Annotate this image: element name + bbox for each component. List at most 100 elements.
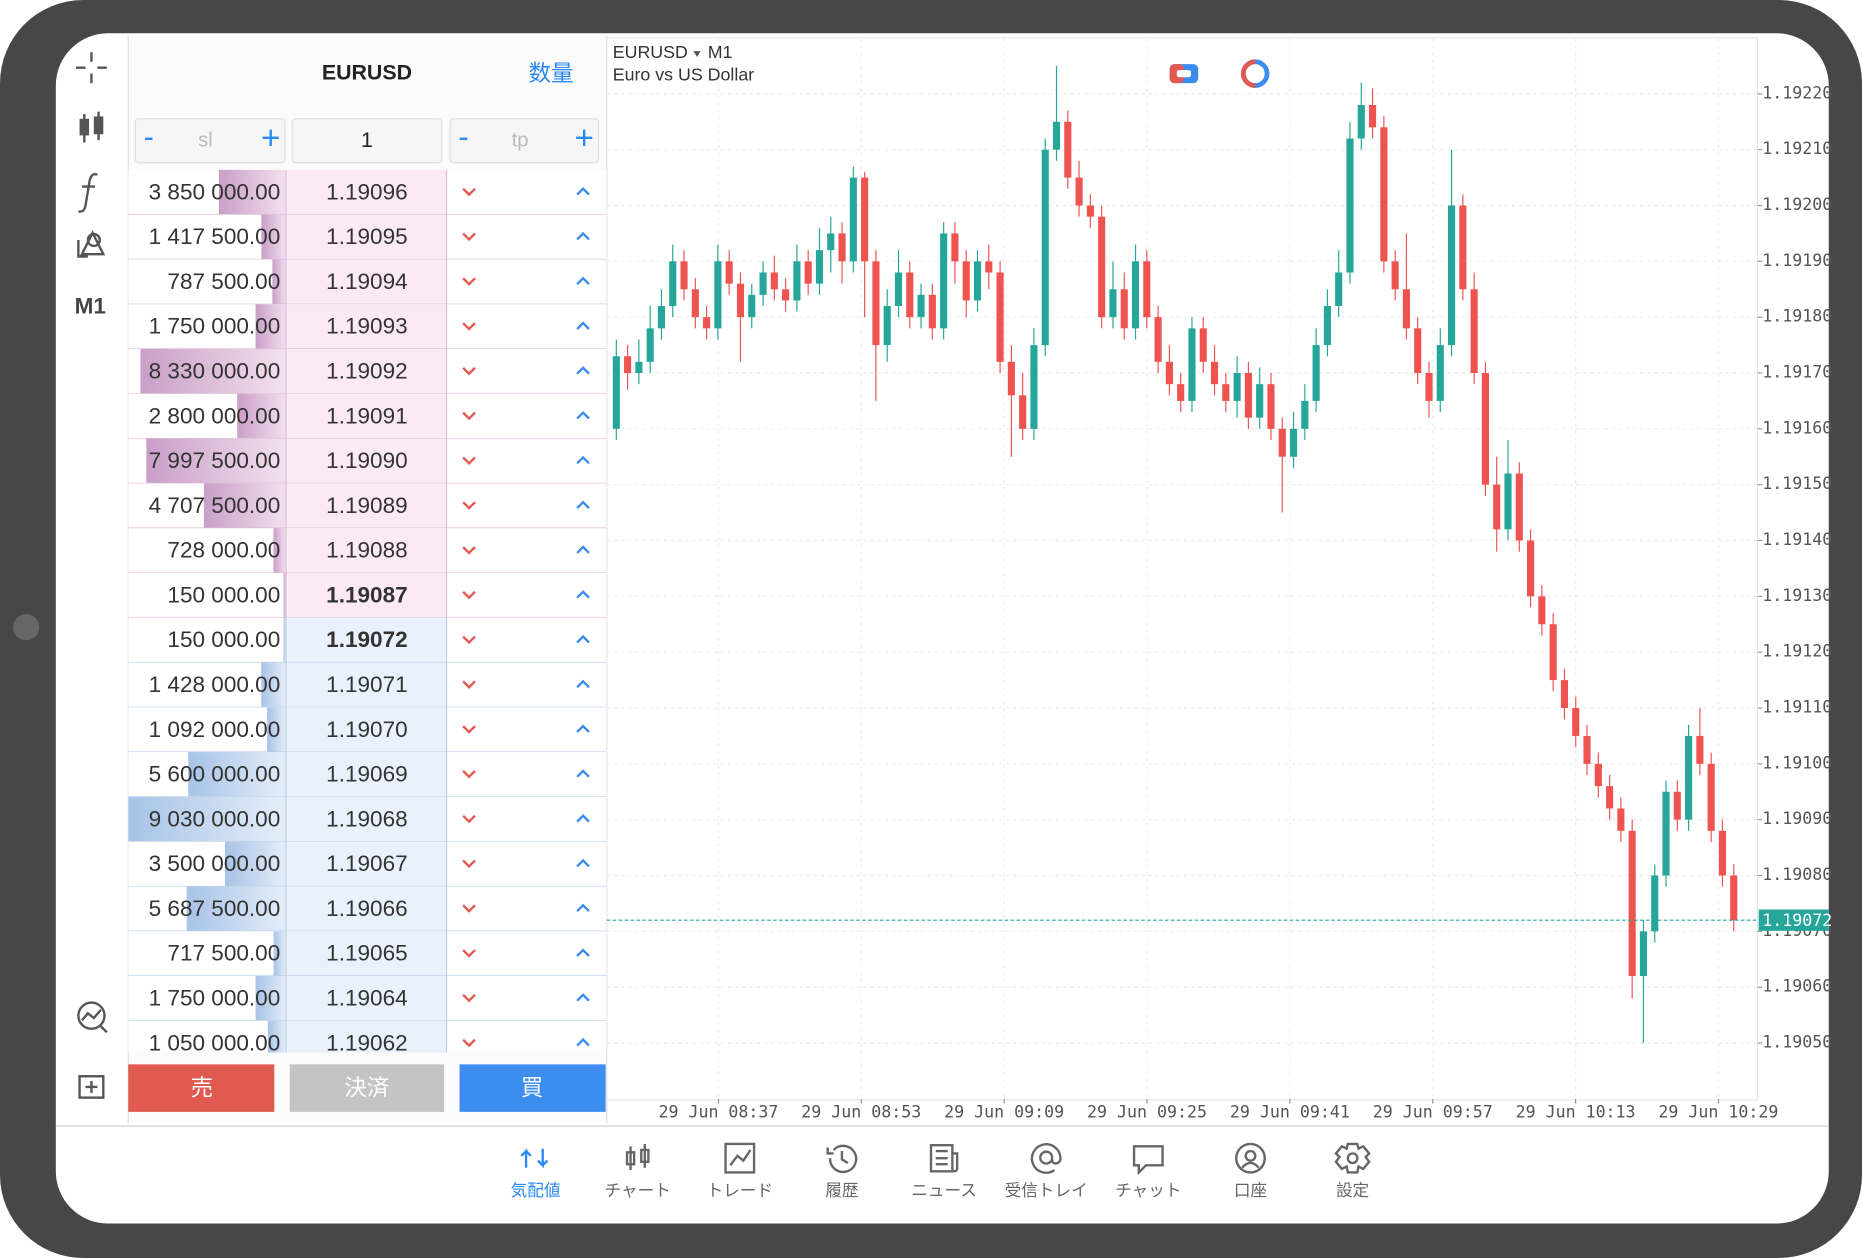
sell-limit-button[interactable] — [462, 680, 476, 689]
sell-limit-button[interactable] — [462, 949, 476, 958]
buy-limit-button[interactable] — [576, 321, 590, 330]
candle-body — [1560, 680, 1569, 708]
sell-limit-button[interactable] — [462, 411, 476, 421]
sell-limit-button[interactable] — [462, 859, 476, 869]
y-tick-label: 1.19140 — [1762, 530, 1832, 549]
buy-limit-button[interactable] — [576, 545, 590, 554]
candle-body — [838, 233, 846, 262]
objects-tool[interactable] — [77, 230, 106, 258]
trade-levels-toggle[interactable] — [1240, 59, 1270, 88]
tp-input[interactable]: - tp + — [449, 118, 600, 164]
buy-limit-button[interactable] — [576, 724, 590, 733]
tp-minus[interactable]: - — [458, 119, 468, 154]
indicators-tool[interactable] — [78, 173, 98, 213]
buy-limit-button[interactable] — [576, 590, 590, 599]
volume-bar — [261, 662, 287, 708]
tab[interactable] — [826, 1144, 858, 1174]
lot-input[interactable]: 1 — [291, 118, 443, 164]
sell-limit-button[interactable] — [462, 904, 476, 913]
buy-limit-button[interactable] — [576, 814, 590, 823]
buy-limit-button[interactable] — [576, 679, 590, 689]
sell-limit-button[interactable] — [462, 770, 476, 779]
buy-limit-button[interactable] — [576, 455, 590, 465]
tab[interactable] — [1030, 1143, 1062, 1174]
volume-link[interactable]: 数量 — [528, 61, 573, 86]
candle-body — [951, 233, 959, 262]
candle-body — [1052, 121, 1061, 150]
axis: 1.190501.190601.190701.190801.190901.191… — [606, 83, 1832, 1122]
volume-bar — [267, 1020, 287, 1053]
sell-limit-button[interactable] — [462, 993, 476, 1003]
sl-plus[interactable]: + — [261, 120, 280, 157]
sell-limit-button[interactable] — [462, 635, 476, 645]
indicator-window-tool[interactable] — [77, 1001, 108, 1034]
buy-limit-button[interactable] — [576, 410, 590, 420]
buy-limit-button[interactable] — [576, 366, 590, 375]
sell-limit-button[interactable] — [462, 187, 476, 197]
candle-body — [1086, 205, 1094, 217]
buy-limit-button[interactable] — [576, 231, 590, 241]
tab[interactable] — [724, 1142, 756, 1174]
candle-body — [1188, 328, 1196, 401]
buy-limit-button[interactable] — [576, 858, 590, 868]
home-button[interactable] — [13, 614, 40, 641]
candle-body — [849, 177, 857, 262]
candle-body — [804, 261, 812, 284]
tp-plus[interactable]: + — [575, 120, 594, 157]
candle-body — [973, 261, 982, 301]
tab[interactable] — [520, 1148, 549, 1169]
volume-bar — [186, 886, 287, 932]
sell-limit-button[interactable] — [462, 501, 476, 510]
y-tick-label: 1.19060 — [1762, 977, 1832, 996]
buy-limit-button[interactable] — [576, 500, 590, 509]
sell-limit-button[interactable] — [462, 366, 476, 376]
sell-limit-button[interactable] — [462, 814, 476, 824]
price-cell — [287, 438, 447, 484]
buy-limit-button[interactable] — [576, 634, 590, 644]
buy-limit-button[interactable] — [576, 948, 590, 957]
buy-limit-button[interactable] — [576, 903, 590, 913]
chart-symbol: EURUSD — [613, 42, 688, 62]
sell-limit-button[interactable] — [462, 322, 476, 331]
buy-limit-button[interactable] — [576, 1037, 590, 1047]
candle-body — [1481, 373, 1489, 485]
one-click-trading[interactable] — [1169, 64, 1199, 84]
buy-button[interactable]: 買 — [459, 1064, 606, 1112]
candle-body — [1448, 205, 1456, 346]
price: 1.19065 — [326, 941, 408, 966]
sl-input[interactable]: - sl + — [134, 118, 286, 164]
volume: 1 750 000.00 — [149, 986, 281, 1011]
tab[interactable] — [929, 1143, 959, 1173]
tab[interactable] — [625, 1143, 650, 1171]
timeframe-button[interactable]: M1 — [75, 294, 106, 319]
buy-limit-button[interactable] — [576, 993, 590, 1002]
price-cell — [287, 752, 447, 797]
panel-symbol: EURUSD — [322, 60, 412, 84]
sell-limit-button[interactable] — [462, 232, 476, 242]
sell-button[interactable]: 売 — [128, 1064, 275, 1112]
tab[interactable] — [1334, 1142, 1371, 1174]
chart-type-tool[interactable] — [79, 111, 104, 143]
sell-limit-button[interactable] — [462, 725, 476, 734]
sell-limit-button[interactable] — [462, 546, 476, 555]
new-order-tool[interactable] — [78, 1075, 105, 1099]
buy-limit-button[interactable] — [576, 187, 590, 196]
buy-limit-button[interactable] — [576, 276, 590, 286]
sell-limit-button[interactable] — [462, 456, 476, 466]
symbol-dropdown[interactable] — [693, 51, 701, 58]
sl-minus[interactable]: - — [144, 119, 154, 154]
sell-limit-button[interactable] — [462, 277, 476, 286]
sell-limit-button[interactable] — [462, 1038, 476, 1048]
volume: 7 997 500.00 — [149, 448, 281, 473]
close-button[interactable]: 決済 — [289, 1064, 445, 1112]
price-cell — [287, 528, 447, 573]
crosshair-tool[interactable] — [76, 52, 107, 84]
volume: 728 000.00 — [167, 538, 280, 563]
sell-limit-button[interactable] — [462, 590, 476, 600]
y-tick-label: 1.19200 — [1762, 195, 1832, 214]
tab[interactable] — [1235, 1142, 1266, 1174]
buy-limit-button[interactable] — [576, 769, 590, 778]
candle-body — [1414, 328, 1422, 374]
y-tick-label: 1.19150 — [1762, 474, 1832, 493]
tab[interactable] — [1132, 1145, 1164, 1176]
